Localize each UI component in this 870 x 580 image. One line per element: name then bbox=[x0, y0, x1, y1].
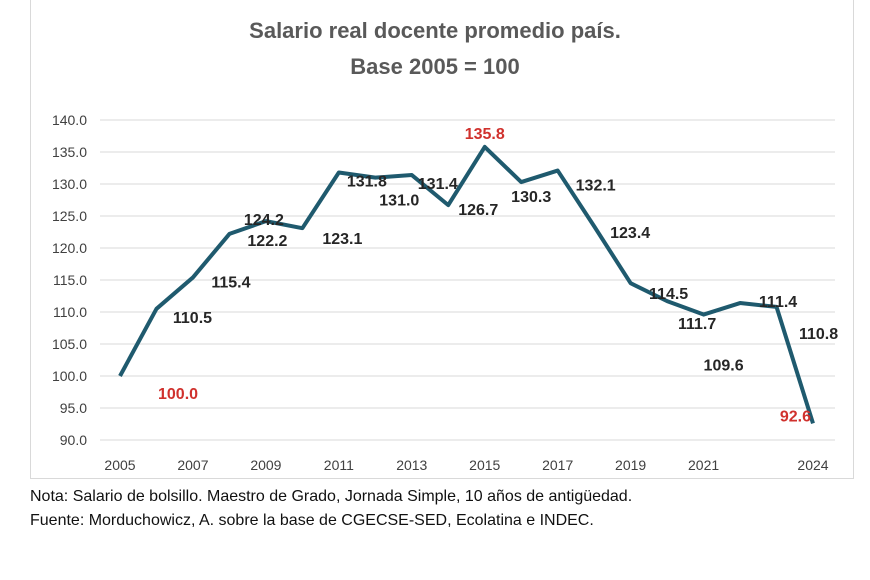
data-label: 111.4 bbox=[759, 294, 797, 311]
x-tick-label: 2021 bbox=[688, 457, 719, 473]
chart-frame bbox=[30, 0, 854, 479]
y-tick-label: 100.0 bbox=[52, 368, 87, 384]
y-tick-label: 115.0 bbox=[53, 272, 87, 288]
data-label: 114.5 bbox=[649, 286, 688, 303]
line-chart: 140.0 135.0 130.0 125.0 120.0 115.0 110.0 105.0… bbox=[52, 112, 838, 473]
y-tick-label: 90.0 bbox=[60, 432, 87, 448]
data-label: 122.2 bbox=[247, 233, 287, 250]
data-label: 135.8 bbox=[465, 126, 505, 143]
x-tick-label: 2007 bbox=[177, 457, 208, 473]
y-tick-label: 135.0 bbox=[52, 144, 87, 160]
source-text: Fuente: Morduchowicz, A. sobre la base d… bbox=[30, 512, 594, 529]
y-tick-label: 120.0 bbox=[52, 240, 87, 256]
y-tick-label: 130.0 bbox=[52, 176, 87, 192]
series-line bbox=[118, 144, 815, 424]
data-label: 123.1 bbox=[322, 231, 362, 248]
x-tick-label: 2017 bbox=[542, 457, 573, 473]
x-tick-label: 2011 bbox=[324, 457, 354, 473]
data-label: 131.4 bbox=[418, 176, 458, 193]
x-tick-label: 2019 bbox=[615, 457, 646, 473]
data-label: 92.6 bbox=[780, 408, 811, 425]
data-label: 110.5 bbox=[173, 310, 212, 327]
x-tick-label: 2005 bbox=[104, 457, 135, 473]
data-label: 115.4 bbox=[211, 274, 250, 291]
note-text: Nota: Salario de bolsillo. Maestro de Gr… bbox=[30, 488, 633, 505]
data-label: 132.1 bbox=[576, 178, 616, 195]
x-tick-label: 2013 bbox=[396, 457, 427, 473]
x-tick-label: 2015 bbox=[469, 457, 500, 473]
x-tick-label: 2009 bbox=[250, 457, 281, 473]
y-tick-label: 105.0 bbox=[52, 336, 87, 352]
data-label: 131.8 bbox=[347, 173, 387, 190]
chart-title: Salario real docente promedio país. bbox=[249, 18, 621, 43]
data-label: 123.4 bbox=[610, 225, 650, 242]
y-tick-label: 125.0 bbox=[52, 208, 87, 224]
x-tick-label: 2024 bbox=[797, 457, 828, 473]
data-label: 100.0 bbox=[158, 386, 198, 403]
data-label: 109.6 bbox=[704, 358, 744, 375]
y-tick-label: 110.0 bbox=[53, 304, 87, 320]
data-label: 124.2 bbox=[244, 212, 284, 229]
y-tick-label: 95.0 bbox=[60, 400, 87, 416]
data-label: 131.0 bbox=[379, 193, 419, 210]
y-tick-label: 140.0 bbox=[52, 112, 87, 128]
data-label: 110.8 bbox=[799, 326, 838, 343]
data-label: 111.7 bbox=[678, 316, 716, 333]
data-label: 130.3 bbox=[511, 189, 551, 206]
chart-subtitle: Base 2005 = 100 bbox=[350, 54, 520, 79]
data-label: 126.7 bbox=[458, 202, 498, 219]
